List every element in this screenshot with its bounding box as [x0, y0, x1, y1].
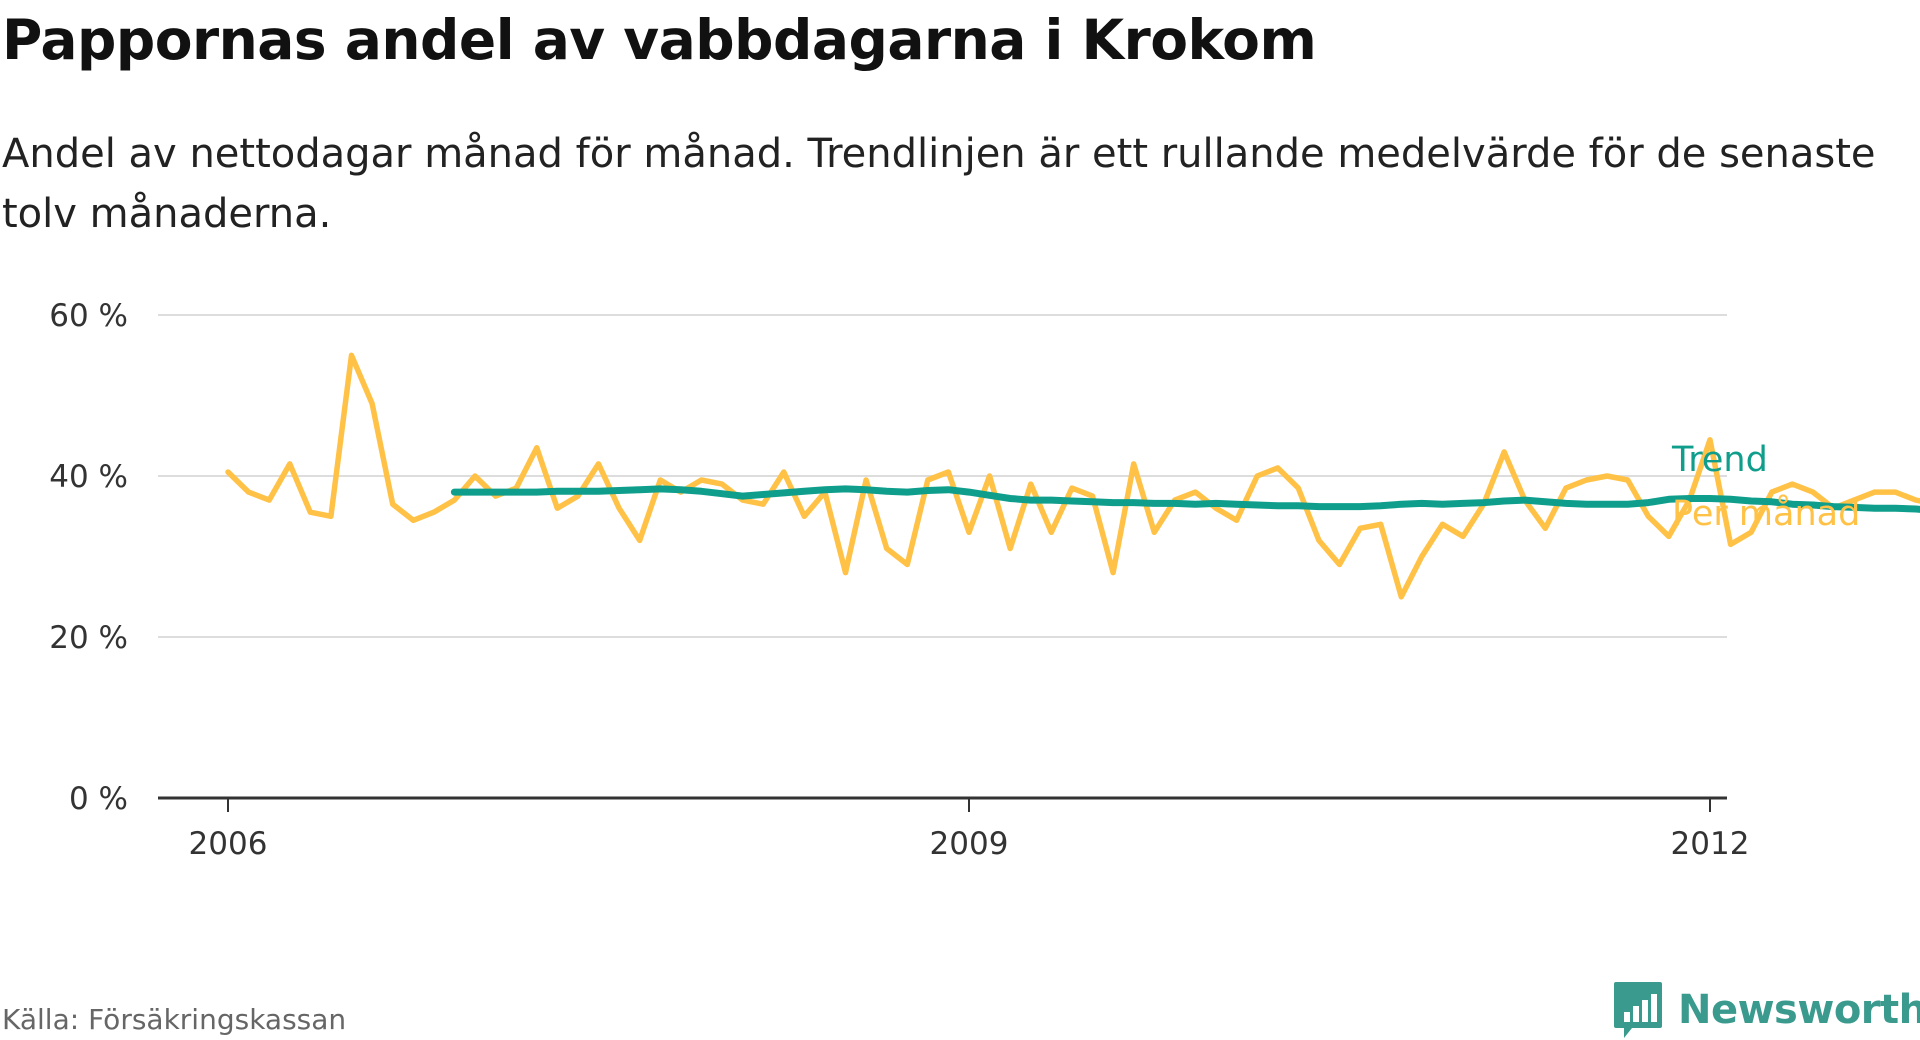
x-tick-label: 2009	[930, 826, 1009, 862]
series-label-per-m-nad: Per månad	[1672, 493, 1860, 534]
series-label-trend: Trend	[1671, 440, 1768, 480]
source-note: Källa: Försäkringskassan	[2, 1003, 347, 1036]
y-tick-label: 0 %	[69, 781, 128, 817]
brand-name: Newsworthy	[1678, 987, 1920, 1033]
x-tick-label: 2006	[189, 826, 268, 862]
chart-subtitle: Andel av nettodagar månad för månad. Tre…	[2, 131, 1876, 237]
y-tick-label: 20 %	[49, 620, 128, 656]
series-line-trend	[450, 485, 1920, 513]
brand-logo: Newsworthy	[1612, 980, 1920, 1040]
series-line-per-m-nad	[225, 352, 1920, 600]
y-tick-label: 60 %	[49, 298, 128, 334]
newsworthy-logo-icon	[1614, 982, 1662, 1038]
chart-title: Pappornas andel av vabbdagarna i Krokom	[2, 8, 1317, 72]
x-tick-label: 2012	[1671, 826, 1750, 862]
y-tick-label: 40 %	[49, 459, 128, 495]
